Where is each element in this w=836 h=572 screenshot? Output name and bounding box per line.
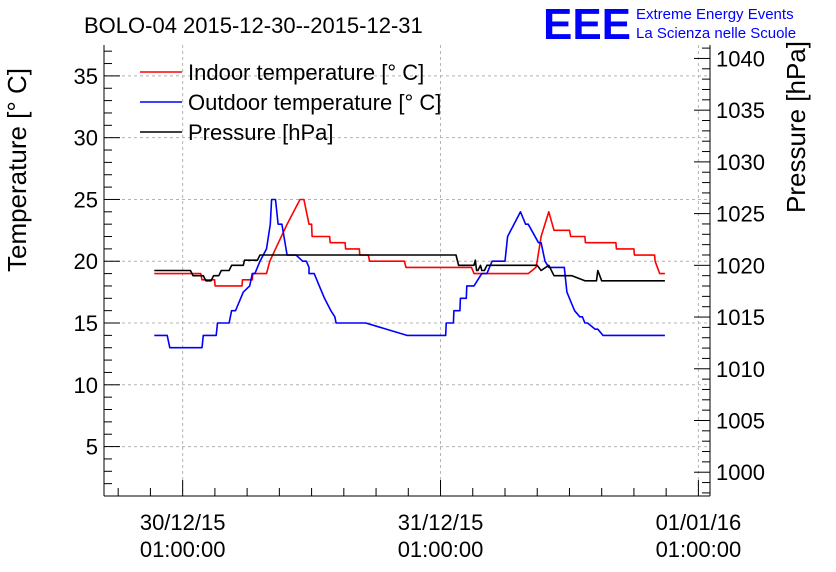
y-tick-label: 30 xyxy=(74,126,98,151)
legend-entry-outdoor-label: Outdoor temperature [° C] xyxy=(188,90,441,115)
eee-logo-mark: EEE xyxy=(543,0,631,49)
y2-tick-label: 1005 xyxy=(716,408,765,433)
y2-tick-label: 1020 xyxy=(716,253,765,278)
y2-tick-label: 1025 xyxy=(716,202,765,227)
grid-lines xyxy=(104,45,710,496)
y2-tick-label: 1000 xyxy=(716,460,765,485)
eee-logo-line1: Extreme Energy Events xyxy=(636,6,794,23)
y-tick-label: 35 xyxy=(74,64,98,89)
legend: Indoor temperature [° C] Outdoor temperat… xyxy=(140,60,441,145)
y-tick-label: 10 xyxy=(74,373,98,398)
y2-axis-label: Pressure [hPa] xyxy=(781,41,811,213)
series-layer xyxy=(154,198,665,349)
y-tick-label: 5 xyxy=(86,435,98,460)
eee-logo-line2: La Scienza nelle Scuole xyxy=(636,25,796,42)
tick-labels: 5101520253035100010051010101510201025103… xyxy=(74,46,765,562)
series-line-pressure xyxy=(154,254,665,282)
y-axis-label: Temperature [° C] xyxy=(2,68,32,272)
axes xyxy=(103,45,711,497)
eee-logo: EEE Extreme Energy Events La Scienza nel… xyxy=(543,0,796,49)
x-tick-label-time: 01:00:00 xyxy=(398,537,484,562)
y2-tick-label: 1015 xyxy=(716,305,765,330)
legend-entry-indoor-label: Indoor temperature [° C] xyxy=(188,60,424,85)
series-line-outdoor xyxy=(154,198,665,349)
x-tick-label-date: 01/01/16 xyxy=(656,510,742,535)
x-tick-label-time: 01:00:00 xyxy=(140,537,226,562)
y2-tick-label: 1030 xyxy=(716,150,765,175)
y2-tick-label: 1040 xyxy=(716,46,765,71)
y-tick-label: 20 xyxy=(74,249,98,274)
y-tick-label: 15 xyxy=(74,311,98,336)
y-tick-label: 25 xyxy=(74,187,98,212)
y2-tick-label: 1035 xyxy=(716,98,765,123)
x-tick-label-date: 30/12/15 xyxy=(140,510,226,535)
legend-entry-pressure-label: Pressure [hPa] xyxy=(188,120,334,145)
x-tick-label-date: 31/12/15 xyxy=(398,510,484,535)
chart-title: BOLO-04 2015-12-30--2015-12-31 xyxy=(84,13,423,38)
series-line-indoor xyxy=(154,198,665,287)
y2-tick-label: 1010 xyxy=(716,357,765,382)
x-tick-label-time: 01:00:00 xyxy=(656,537,742,562)
